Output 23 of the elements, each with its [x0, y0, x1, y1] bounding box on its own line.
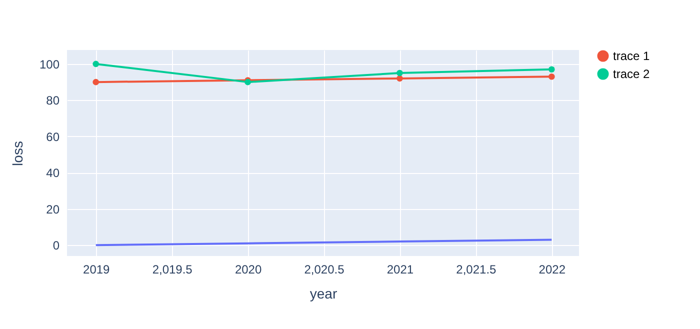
- x-tick-label: 2,020.5: [304, 262, 345, 276]
- x-tick-label: 2022: [538, 262, 566, 276]
- x-tick-label: 2,021.5: [456, 262, 497, 276]
- point: [92, 78, 100, 86]
- y-tick-label: 20: [46, 202, 60, 216]
- x-tick-label: 2,019.5: [152, 262, 193, 276]
- y-tick-label: 40: [46, 166, 60, 180]
- point: [92, 60, 100, 68]
- point: [548, 66, 555, 73]
- y-axis-title: loss: [9, 141, 26, 166]
- y-tick-label: 0: [52, 238, 60, 253]
- x-tick-label: 2021: [386, 262, 414, 276]
- legend-label: trace 2: [613, 67, 650, 81]
- y-tick-label: 100: [39, 57, 60, 72]
- point: [396, 75, 403, 82]
- point: [548, 73, 555, 80]
- x-tick-label: 2019: [83, 262, 110, 276]
- x-tick-label: 2020: [234, 262, 262, 276]
- y-tick-label: 60: [46, 130, 60, 144]
- point: [396, 70, 403, 76]
- x-axis-title: year: [310, 286, 338, 302]
- y-tick-label: 80: [46, 94, 60, 108]
- legend-label: trace 1: [613, 49, 650, 63]
